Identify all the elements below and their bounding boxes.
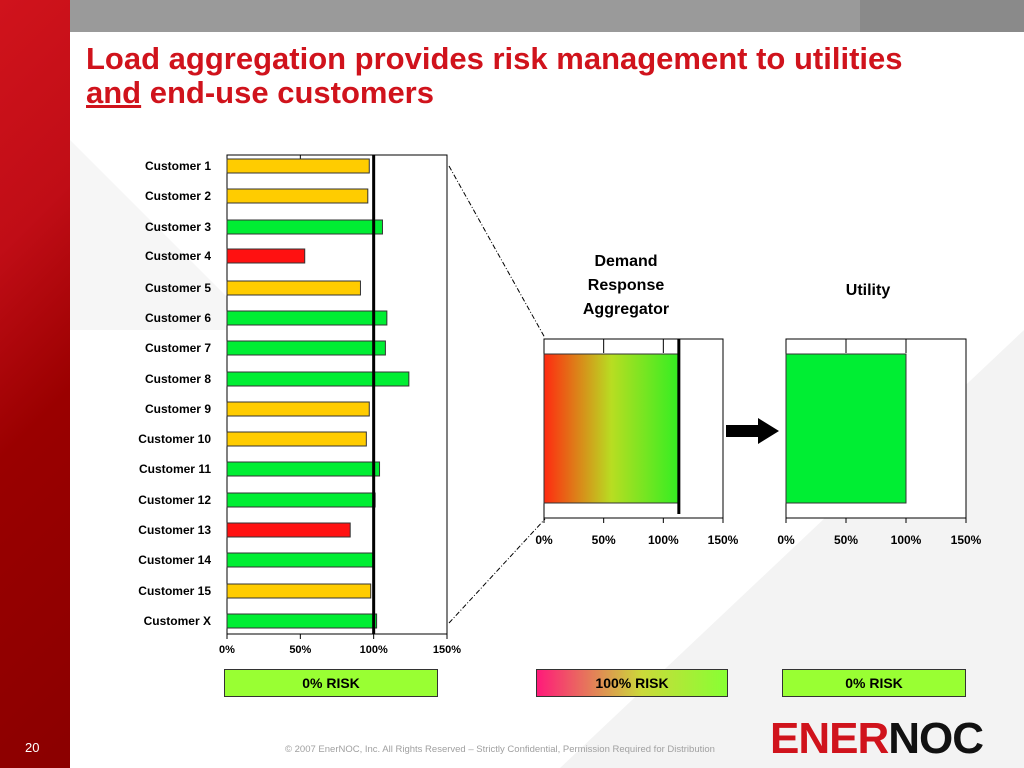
aggregator-risk-box: 100% RISK — [536, 669, 728, 697]
customer-bar — [226, 188, 369, 204]
customer-label: Customer 15 — [138, 584, 211, 598]
utility-risk-box: 0% RISK — [782, 669, 966, 697]
aggregator-x-tick-label: 0% — [535, 533, 553, 547]
right-arrow-icon — [726, 418, 779, 444]
top-header-bar — [70, 0, 1024, 32]
utility-x-tick-label: 0% — [777, 533, 795, 547]
top-bar-highlight — [860, 0, 1024, 32]
zoom-connector-bottom — [448, 518, 546, 624]
customer-label: Customer 11 — [139, 462, 211, 476]
customer-bar — [226, 583, 372, 599]
customer-label: Customer 5 — [145, 281, 211, 295]
aggregator-header: Demand Response Aggregator — [582, 253, 670, 318]
aggregator-x-tick-label: 50% — [592, 533, 616, 547]
customers-x-tick-label: 0% — [219, 644, 235, 656]
customer-label: Customer 4 — [145, 249, 211, 263]
customer-bar — [226, 158, 370, 174]
customer-label: Customer 12 — [138, 493, 211, 507]
customer-bar — [226, 431, 367, 447]
utility-bar — [785, 353, 907, 504]
customer-bar — [226, 522, 351, 538]
customer-label: Customer X — [144, 614, 211, 628]
left-brand-band — [0, 0, 70, 768]
aggregator-x-tick-label: 150% — [708, 533, 739, 547]
customer-label: Customer 6 — [145, 311, 211, 325]
customer-label: Customer 13 — [138, 523, 211, 537]
enernoc-logo: ENER NOC — [770, 714, 984, 763]
logo-noc: NOC — [888, 714, 984, 763]
customer-bar — [226, 492, 376, 508]
customer-bar — [226, 219, 383, 235]
customer-label: Customer 1 — [145, 159, 211, 173]
customer-bar — [226, 310, 388, 326]
customers-x-tick-label: 50% — [289, 644, 311, 656]
customers-x-tick-label: 150% — [433, 644, 461, 656]
copyright-notice: © 2007 EnerNOC, Inc. All Rights Reserved… — [285, 744, 715, 755]
page-number: 20 — [25, 740, 40, 755]
customers-risk-box: 0% RISK — [224, 669, 438, 697]
customer-label: Customer 14 — [138, 553, 211, 567]
customer-label: Customer 3 — [145, 220, 211, 234]
customers-x-tick-label: 100% — [360, 644, 388, 656]
customer-bar — [226, 340, 386, 356]
utility-x-tick-label: 150% — [951, 533, 982, 547]
customer-label: Customer 9 — [145, 402, 211, 416]
customer-bar — [226, 248, 306, 264]
customer-bar — [226, 461, 381, 477]
utility-x-tick-label: 50% — [834, 533, 858, 547]
customer-bar — [226, 552, 375, 568]
customer-bar — [226, 613, 378, 629]
customer-label: Customer 7 — [145, 341, 211, 355]
title-and: and — [86, 75, 142, 110]
utility-x-tick-label: 100% — [891, 533, 922, 547]
aggregator-bar — [543, 353, 680, 504]
top-divider — [70, 32, 1024, 35]
customer-label: Customer 8 — [145, 372, 211, 386]
title-rest: end-use customers — [141, 75, 434, 110]
customer-bar — [226, 371, 410, 387]
customer-bar — [226, 280, 361, 296]
customer-bar — [226, 401, 370, 417]
utility-header: Utility — [845, 282, 891, 299]
logo-ener: ENER — [770, 714, 889, 763]
title-line-1: Load aggregation provides risk managemen… — [86, 41, 903, 76]
customer-label: Customer 2 — [145, 189, 211, 203]
aggregator-x-tick-label: 100% — [648, 533, 679, 547]
customer-label: Customer 10 — [138, 432, 211, 446]
slide-title: Load aggregation provides risk managemen… — [86, 42, 1006, 110]
zoom-connector-top — [448, 165, 546, 339]
